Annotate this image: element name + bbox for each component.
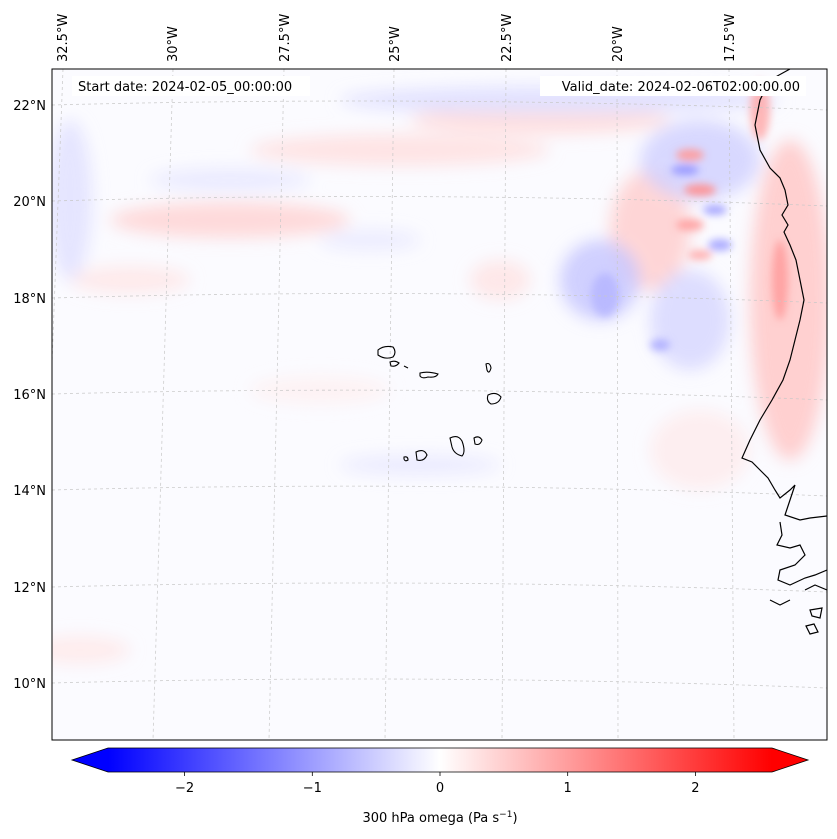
colorbar-ticks: −2 −1 0 1 2: [175, 772, 700, 796]
parallel-gridline: [52, 485, 827, 497]
colorbar-tick-label: −2: [175, 781, 194, 796]
start-date-box: [72, 76, 310, 96]
latitude-label: 20°N: [13, 195, 46, 210]
latitude-label: 12°N: [13, 581, 46, 596]
omega-negative-band: [640, 120, 760, 200]
colorbar-label-close: ): [512, 811, 517, 826]
coastline-gambia-guinea: [776, 521, 827, 586]
parallel-gridline: [52, 582, 827, 593]
meridian-gridline: [616, 69, 619, 740]
colorbar-outline: [70, 747, 810, 773]
omega-negative-band: [52, 120, 92, 280]
colorbar-tick-label: −1: [303, 781, 322, 796]
omega-streak: [772, 240, 788, 320]
island-maio: [473, 436, 483, 446]
omega-positive-band: [750, 140, 827, 460]
meridian-gridline: [152, 69, 174, 740]
island-fogo: [415, 449, 428, 461]
omega-streak: [708, 239, 732, 251]
omega-negative-band: [340, 455, 500, 475]
omega-streak: [684, 184, 716, 196]
omega-positive-band: [650, 410, 750, 490]
latitude-labels: 22°N 20°N 18°N 16°N 14°N 12°N 10°N: [13, 99, 46, 692]
island-santa-luzia: [403, 365, 409, 369]
omega-streak: [688, 250, 712, 260]
meridian-gridline: [268, 69, 285, 740]
coastline-guinea-bissau: [769, 584, 827, 635]
omega-streak: [671, 165, 699, 175]
cape-verde-islands: [377, 345, 502, 462]
longitude-label: 30°W: [166, 26, 181, 62]
longitude-label: 25°W: [388, 26, 403, 62]
longitude-label: 27.5°W: [278, 14, 293, 62]
colorbar-label: 300 hPa omega (Pa s−1): [362, 810, 517, 826]
latitude-label: 14°N: [13, 484, 46, 499]
omega-field: [52, 86, 827, 664]
latitude-label: 22°N: [13, 99, 46, 114]
longitude-label: 32.5°W: [56, 14, 71, 62]
omega-positive-band: [70, 266, 190, 294]
start-date-label: Start date: 2024-02-05_00:00:00: [78, 80, 292, 95]
island-sao-nicolau: [419, 371, 439, 379]
omega-streak: [676, 149, 704, 161]
colorbar-tick-label: 0: [436, 781, 444, 796]
valid-date-box: [540, 76, 806, 96]
omega-negative-band: [320, 230, 420, 250]
colorbar-tick-label: 2: [691, 781, 699, 796]
parallel-gridline: [52, 293, 827, 304]
colorbar-extend-max: [772, 748, 808, 772]
colorbar-label-text: 300 hPa omega (Pa s: [362, 811, 499, 826]
meridian-gridline: [501, 69, 507, 740]
valid-date-label: Valid_date: 2024-02-06T02:00:00.00: [562, 80, 800, 95]
parallel-gridline: [52, 678, 827, 689]
colorbar-extend-min: [72, 748, 108, 772]
coastline: [741, 69, 827, 635]
parallel-gridline: [52, 100, 827, 111]
colorbar-gradient: [108, 748, 772, 772]
latitude-label: 10°N: [13, 677, 46, 692]
island-santo-antao: [377, 345, 396, 359]
omega-streak: [650, 339, 670, 351]
island-boa-vista: [486, 392, 502, 405]
omega-streak: [676, 219, 704, 231]
map-panel: Start date: 2024-02-05_00:00:00 Valid_da…: [52, 69, 827, 740]
island-sal: [485, 362, 492, 373]
longitude-label: 22.5°W: [500, 14, 515, 62]
omega-positive-band: [470, 260, 530, 300]
meridian-gridline: [728, 69, 735, 740]
map-frame: [51, 68, 828, 741]
omega-streak: [591, 273, 619, 317]
island-brava: [403, 456, 409, 462]
island-santiago: [449, 435, 465, 457]
coastline-mauritania-senegal: [741, 69, 827, 521]
colorbar-label-exponent: −1: [499, 810, 512, 820]
omega-positive-band: [250, 376, 390, 404]
omega-positive-band: [52, 636, 130, 664]
omega-negative-band: [150, 168, 310, 192]
latitude-label: 16°N: [13, 388, 46, 403]
parallel-gridline: [52, 389, 827, 401]
colorbar: −2 −1 0 1 2 300 hPa omega (Pa s−1): [70, 747, 810, 826]
colorbar-tick-label: 1: [564, 781, 572, 796]
gridlines: [52, 69, 827, 740]
omega-positive-band: [110, 202, 350, 238]
latitude-label: 18°N: [13, 292, 46, 307]
longitude-label: 17.5°W: [723, 14, 738, 62]
longitude-labels: 32.5°W 30°W 27.5°W 25°W 22.5°W 20°W 17.5…: [56, 14, 738, 62]
omega-streak: [703, 205, 727, 215]
island-sao-vicente: [389, 360, 400, 367]
omega-negative-band: [650, 270, 730, 370]
meridian-gridline: [384, 69, 395, 740]
longitude-label: 20°W: [611, 26, 626, 62]
parallel-gridline: [52, 196, 827, 207]
omega-positive-band: [250, 134, 550, 166]
